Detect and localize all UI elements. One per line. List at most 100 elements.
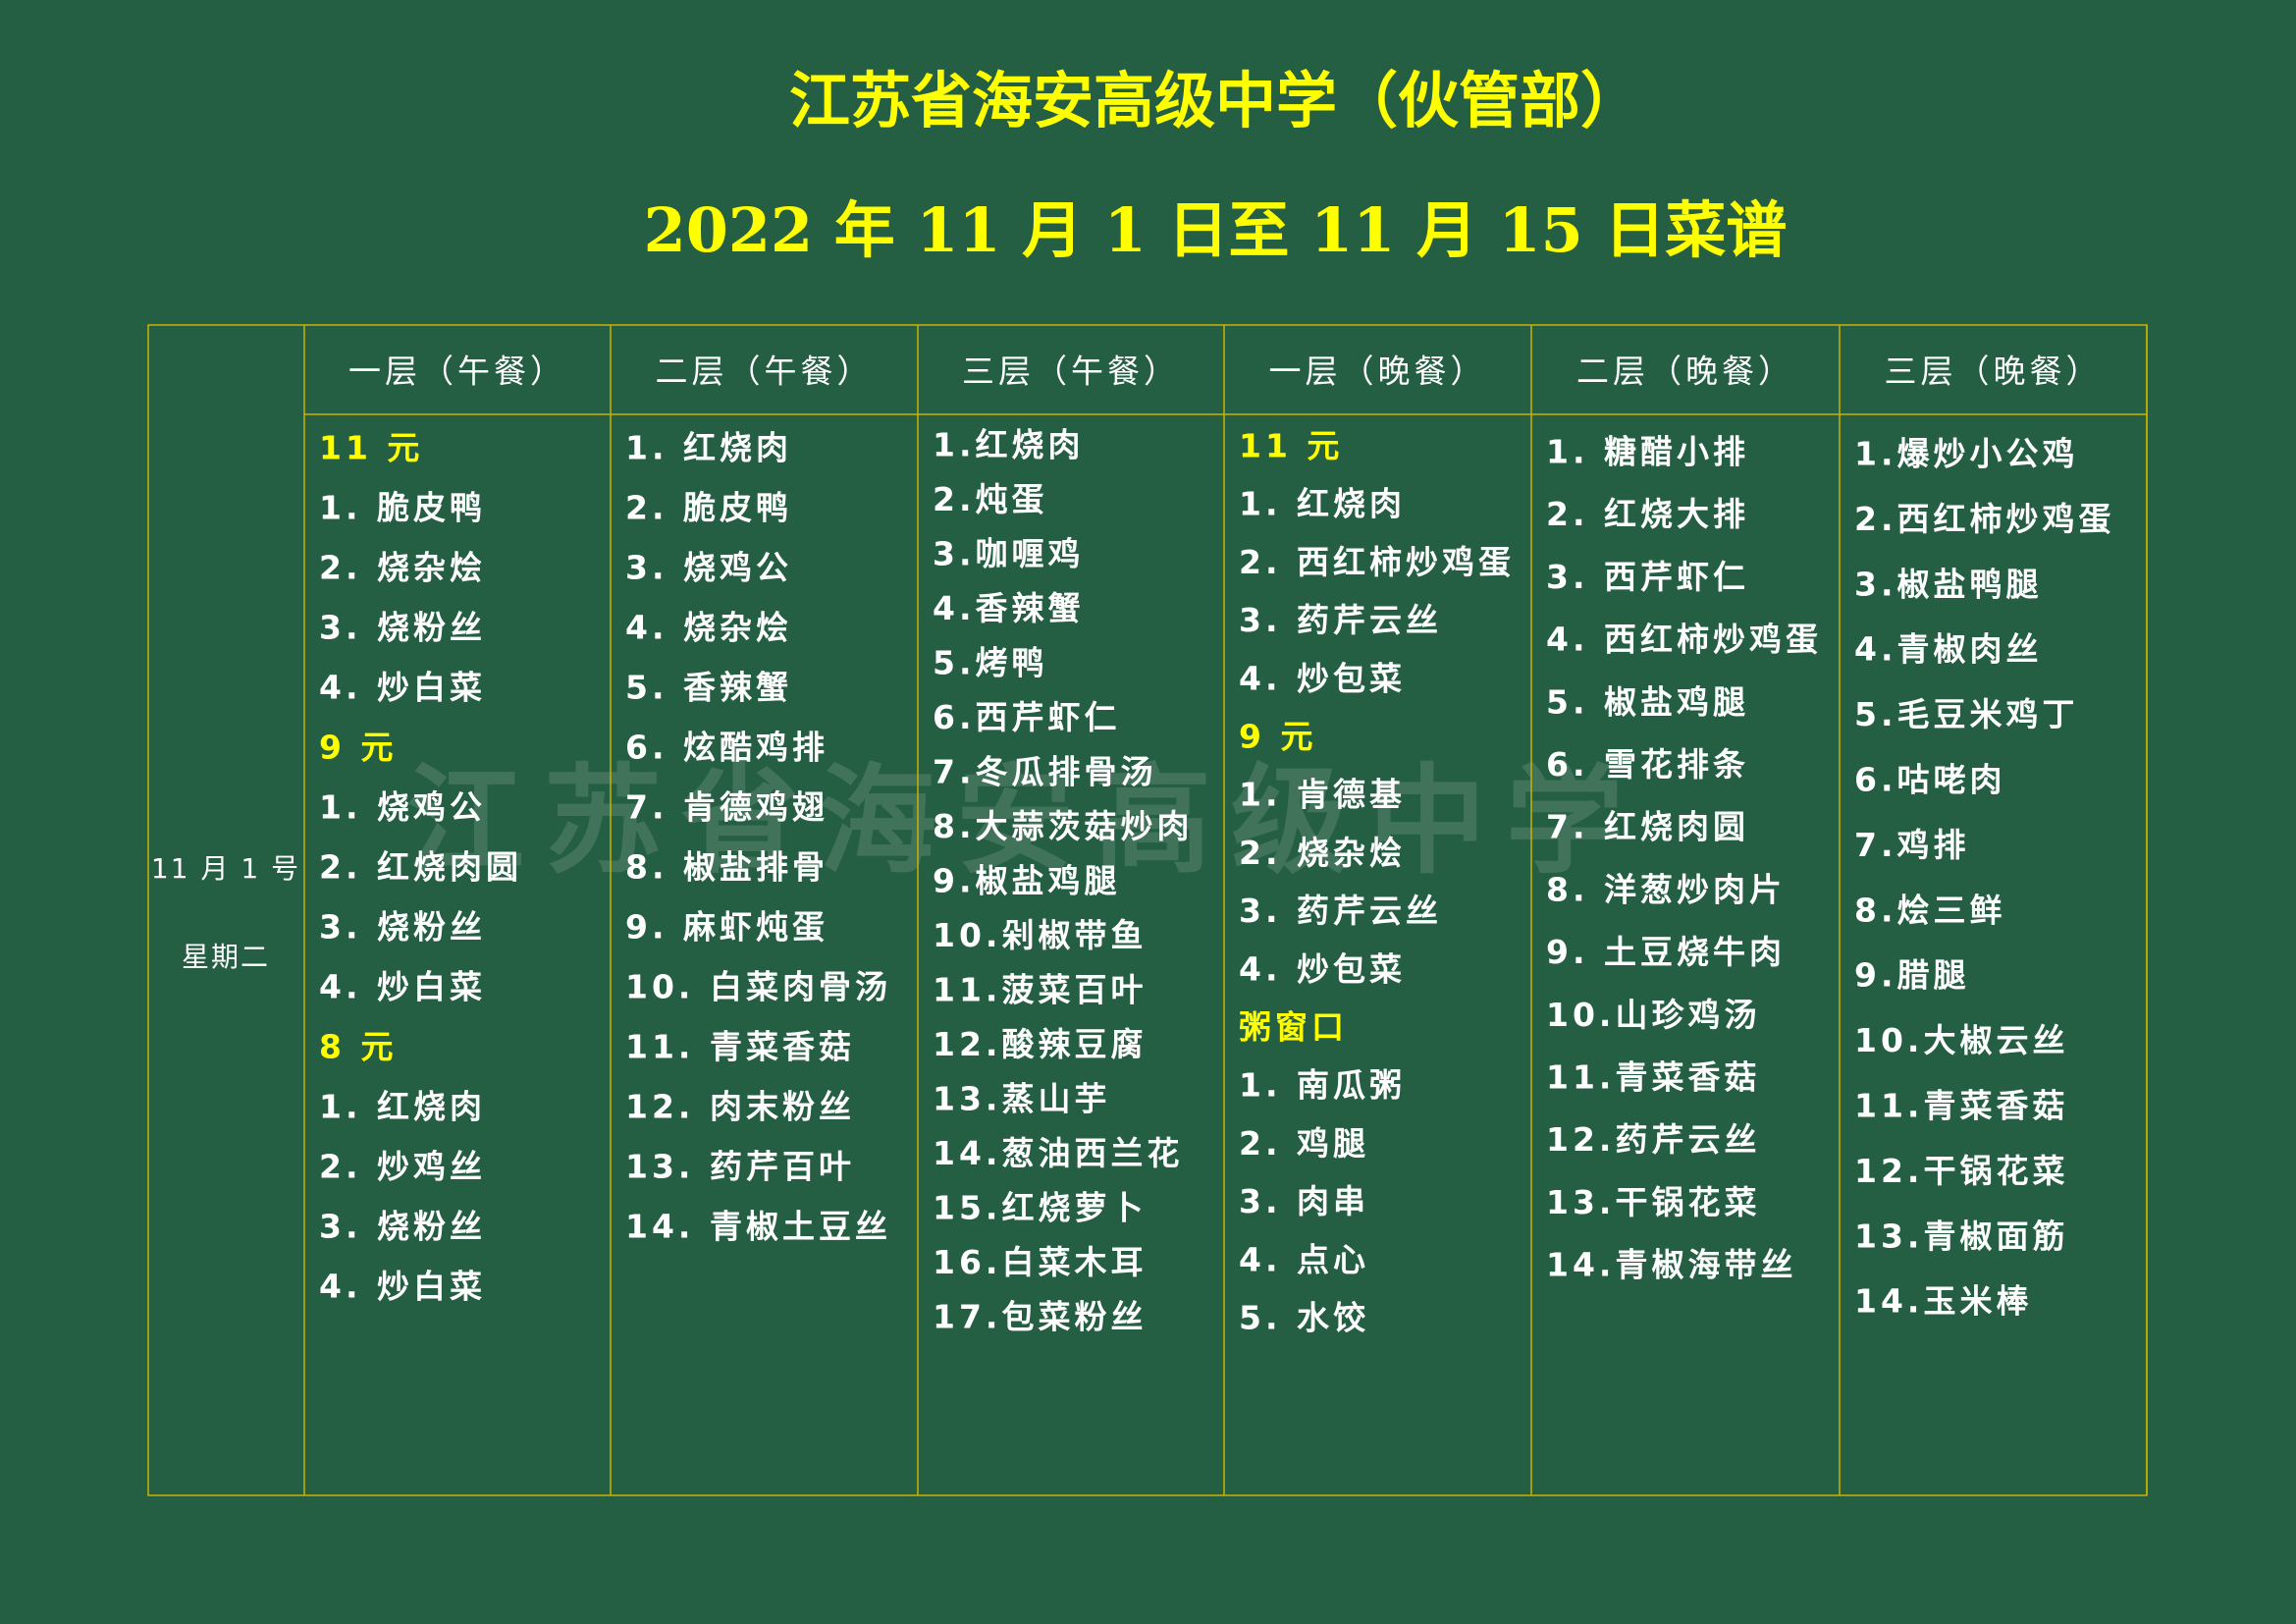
menu-item: 1.红烧肉 bbox=[933, 426, 1085, 464]
menu-item: 3. 西芹虾仁 bbox=[1546, 558, 1749, 596]
menu-item: 14.青椒海带丝 bbox=[1546, 1246, 1796, 1284]
menu-item: 3. 药芹云丝 bbox=[1239, 601, 1442, 639]
menu-item: 15.红烧萝卜 bbox=[933, 1189, 1147, 1227]
menu-item: 6.咕咾肉 bbox=[1854, 761, 2006, 799]
menu-item: 10. 白菜肉骨汤 bbox=[625, 968, 891, 1006]
column-header: 二层（午餐） bbox=[656, 352, 874, 391]
menu-item: 1. 肯德基 bbox=[1239, 776, 1406, 814]
menu-item: 13. 药芹百叶 bbox=[625, 1148, 855, 1186]
menu-item: 4. 炒包菜 bbox=[1239, 659, 1406, 697]
menu-item: 2. 西红柿炒鸡蛋 bbox=[1239, 543, 1515, 581]
menu-item: 5.烤鸭 bbox=[933, 644, 1048, 682]
menu-item: 2. 炒鸡丝 bbox=[319, 1148, 486, 1186]
menu-item: 4.青椒肉丝 bbox=[1854, 630, 2043, 669]
menu-item: 5. 香辣蟹 bbox=[625, 669, 792, 707]
menu-item: 3. 烧粉丝 bbox=[319, 609, 486, 647]
menu-item: 11. 青菜香菇 bbox=[625, 1028, 855, 1066]
menu-item: 2. 红烧大排 bbox=[1546, 495, 1749, 533]
subtitle: 2022 年 11 月 1 日至 11 月 15 日菜谱 bbox=[644, 194, 1788, 266]
menu-item: 13.干锅花菜 bbox=[1546, 1183, 1760, 1221]
menu-item: 7.冬瓜排骨汤 bbox=[933, 753, 1157, 791]
menu-item: 9.椒盐鸡腿 bbox=[933, 862, 1121, 900]
menu-item: 5. 水饺 bbox=[1239, 1299, 1369, 1337]
price-heading: 11 元 bbox=[1239, 427, 1343, 465]
menu-item: 1. 糖醋小排 bbox=[1546, 433, 1749, 471]
menu-item: 2.西红柿炒鸡蛋 bbox=[1854, 500, 2115, 538]
price-heading: 11 元 bbox=[319, 429, 423, 467]
menu-item: 4. 烧杂烩 bbox=[625, 609, 792, 647]
menu-item: 4. 点心 bbox=[1239, 1240, 1369, 1278]
menu-item: 13.青椒面筋 bbox=[1854, 1217, 2068, 1255]
menu-item: 7. 红烧肉圆 bbox=[1546, 808, 1749, 846]
menu-item: 3. 肉串 bbox=[1239, 1182, 1369, 1220]
weekday: 星期二 bbox=[182, 941, 270, 973]
menu-item: 6.西芹虾仁 bbox=[933, 698, 1121, 736]
menu-item: 11.青菜香菇 bbox=[1854, 1087, 2068, 1125]
menu-item: 3. 药芹云丝 bbox=[1239, 892, 1442, 930]
menu-item: 1. 红烧肉 bbox=[625, 429, 792, 467]
menu-item: 12. 肉末粉丝 bbox=[625, 1088, 855, 1126]
menu-item: 1.爆炒小公鸡 bbox=[1854, 435, 2079, 473]
menu-item: 3. 烧鸡公 bbox=[625, 549, 792, 587]
menu-item: 6. 炫酷鸡排 bbox=[625, 729, 828, 767]
column-header: 二层（晚餐） bbox=[1576, 352, 1794, 391]
menu-item: 6. 雪花排条 bbox=[1546, 745, 1749, 784]
menu-item: 16.白菜木耳 bbox=[933, 1243, 1147, 1281]
menu-item: 14.玉米棒 bbox=[1854, 1282, 2032, 1321]
menu-item: 9. 土豆烧牛肉 bbox=[1546, 933, 1786, 971]
menu-item: 4. 炒包菜 bbox=[1239, 949, 1406, 988]
menu-item: 1. 烧鸡公 bbox=[319, 788, 486, 827]
menu-item: 1. 红烧肉 bbox=[319, 1088, 486, 1126]
price-heading: 9 元 bbox=[319, 729, 397, 767]
column-header: 三层（晚餐） bbox=[1885, 352, 2103, 391]
menu-item: 1. 南瓜粥 bbox=[1239, 1066, 1406, 1105]
title: 江苏省海安高级中学（伙管部） bbox=[789, 65, 1641, 136]
menu-item: 9. 麻虾炖蛋 bbox=[625, 908, 828, 947]
menu-item: 4. 西红柿炒鸡蛋 bbox=[1546, 621, 1822, 659]
menu-item: 3.椒盐鸭腿 bbox=[1854, 565, 2043, 603]
menu-item: 12.干锅花菜 bbox=[1854, 1152, 2068, 1190]
menu-item: 14.葱油西兰花 bbox=[933, 1134, 1183, 1172]
menu-item: 4.香辣蟹 bbox=[933, 589, 1085, 627]
price-heading: 8 元 bbox=[319, 1028, 397, 1066]
menu-item: 13.蒸山芋 bbox=[933, 1080, 1110, 1118]
menu-item: 8.烩三鲜 bbox=[1854, 891, 2006, 929]
menu-item: 9.腊腿 bbox=[1854, 956, 1970, 995]
menu-item: 8.大蒜茨菇炒肉 bbox=[933, 807, 1194, 845]
menu-item: 5. 椒盐鸡腿 bbox=[1546, 682, 1749, 721]
watermark: 江苏省海安高级中学 bbox=[406, 754, 1643, 891]
menu-item: 10.大椒云丝 bbox=[1854, 1021, 2068, 1059]
menu-item: 2. 烧杂烩 bbox=[1239, 834, 1406, 872]
column-header: 三层（午餐） bbox=[962, 352, 1180, 391]
menu-item: 2. 鸡腿 bbox=[1239, 1124, 1369, 1163]
price-heading: 9 元 bbox=[1239, 718, 1316, 756]
menu-item: 10.剁椒带鱼 bbox=[933, 916, 1147, 954]
menu-item: 2. 烧杂烩 bbox=[319, 549, 486, 587]
menu-item: 4. 炒白菜 bbox=[319, 968, 486, 1006]
menu-item: 1. 脆皮鸭 bbox=[319, 489, 486, 527]
menu-item: 12.酸辣豆腐 bbox=[933, 1025, 1147, 1063]
menu-item: 12.药芹云丝 bbox=[1546, 1120, 1760, 1159]
menu-item: 2. 脆皮鸭 bbox=[625, 489, 792, 527]
column-header: 一层（晚餐） bbox=[1269, 352, 1487, 391]
column-header: 一层（午餐） bbox=[348, 352, 566, 391]
date: 11 月 1 号 bbox=[151, 852, 300, 885]
menu-item: 3. 烧粉丝 bbox=[319, 1208, 486, 1246]
menu-item: 10.山珍鸡汤 bbox=[1546, 996, 1760, 1034]
menu-item: 5.毛豆米鸡丁 bbox=[1854, 695, 2079, 733]
menu-item: 4. 炒白菜 bbox=[319, 669, 486, 707]
price-heading: 粥窗口 bbox=[1239, 1008, 1348, 1047]
menu-item: 1. 红烧肉 bbox=[1239, 485, 1406, 523]
menu-item: 2. 红烧肉圆 bbox=[319, 848, 522, 887]
menu-item: 7. 肯德鸡翅 bbox=[625, 788, 828, 827]
menu-item: 2.炖蛋 bbox=[933, 480, 1048, 518]
menu-item: 3. 烧粉丝 bbox=[319, 908, 486, 947]
menu-item: 4. 炒白菜 bbox=[319, 1268, 486, 1306]
menu-item: 7.鸡排 bbox=[1854, 826, 1970, 864]
menu-item: 14. 青椒土豆丝 bbox=[625, 1208, 891, 1246]
menu-item: 8. 洋葱炒肉片 bbox=[1546, 870, 1786, 908]
menu-item: 17.包菜粉丝 bbox=[933, 1298, 1147, 1336]
menu-item: 11.菠菜百叶 bbox=[933, 971, 1147, 1009]
